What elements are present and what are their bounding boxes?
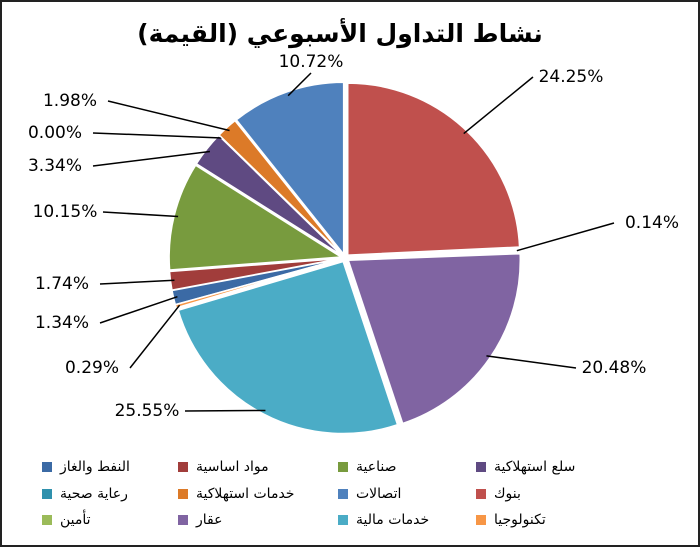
legend-swatch xyxy=(338,462,348,472)
data-label: 1.74% xyxy=(35,274,89,294)
legend-label: عقار xyxy=(195,512,222,528)
legend-label: اتصالات xyxy=(356,486,401,502)
data-label: 1.98% xyxy=(43,91,97,111)
data-label: 25.55% xyxy=(115,401,180,421)
legend-label: تكنولوجيا xyxy=(494,512,546,528)
chart-title: نشاط التداول الأسبوعي (القيمة) xyxy=(137,18,543,49)
data-label: 0.14% xyxy=(625,213,679,233)
leader-line xyxy=(92,132,222,139)
legend-swatch xyxy=(42,489,52,499)
legend-label: النفط والغاز xyxy=(59,459,130,475)
legend-swatch xyxy=(476,515,486,525)
legend-swatch xyxy=(178,515,188,525)
pie-slice xyxy=(235,81,345,257)
legend-swatch xyxy=(338,515,348,525)
data-label: 1.34% xyxy=(35,313,89,333)
leader-line xyxy=(102,211,179,218)
legend-swatch xyxy=(178,489,188,499)
pie-slice xyxy=(218,119,343,256)
legend-swatch xyxy=(476,462,486,472)
pie-slice xyxy=(177,260,399,435)
leader-line xyxy=(486,355,577,369)
data-label: 20.48% xyxy=(582,358,647,378)
leader-line xyxy=(99,279,175,285)
data-label: 10.72% xyxy=(279,52,344,72)
legend-swatch xyxy=(42,515,52,525)
pie-slice xyxy=(347,252,521,425)
legend-label: بنوك xyxy=(494,486,521,502)
legend-label: سلع استهلاكية xyxy=(494,459,575,475)
data-label: 3.34% xyxy=(28,156,82,176)
data-label: 0.00% xyxy=(28,123,82,143)
legend-swatch xyxy=(178,462,188,472)
legend-label: خدمات استهلاكية xyxy=(196,486,294,502)
leader-line xyxy=(463,76,534,135)
legend-label: صناعية xyxy=(356,459,396,475)
leader-line xyxy=(516,222,615,252)
leader-line xyxy=(92,150,211,167)
legend-label: تأمين xyxy=(60,509,91,528)
leader-line xyxy=(99,295,178,324)
pie-slice xyxy=(174,258,342,309)
legend-label: رعاية صحية xyxy=(60,486,128,502)
data-label: 24.25% xyxy=(539,67,604,87)
data-label: 10.15% xyxy=(33,202,98,222)
leader-line xyxy=(129,304,181,369)
leader-line xyxy=(107,100,230,132)
legend-swatch xyxy=(476,489,486,499)
legend-label: مواد اساسية xyxy=(196,459,269,475)
legend-label: خدمات مالية xyxy=(356,512,429,528)
data-label: 0.29% xyxy=(65,358,119,378)
leader-line xyxy=(287,72,312,97)
legend-swatch xyxy=(338,489,348,499)
legend-swatch xyxy=(42,462,52,472)
leader-line xyxy=(184,409,266,412)
